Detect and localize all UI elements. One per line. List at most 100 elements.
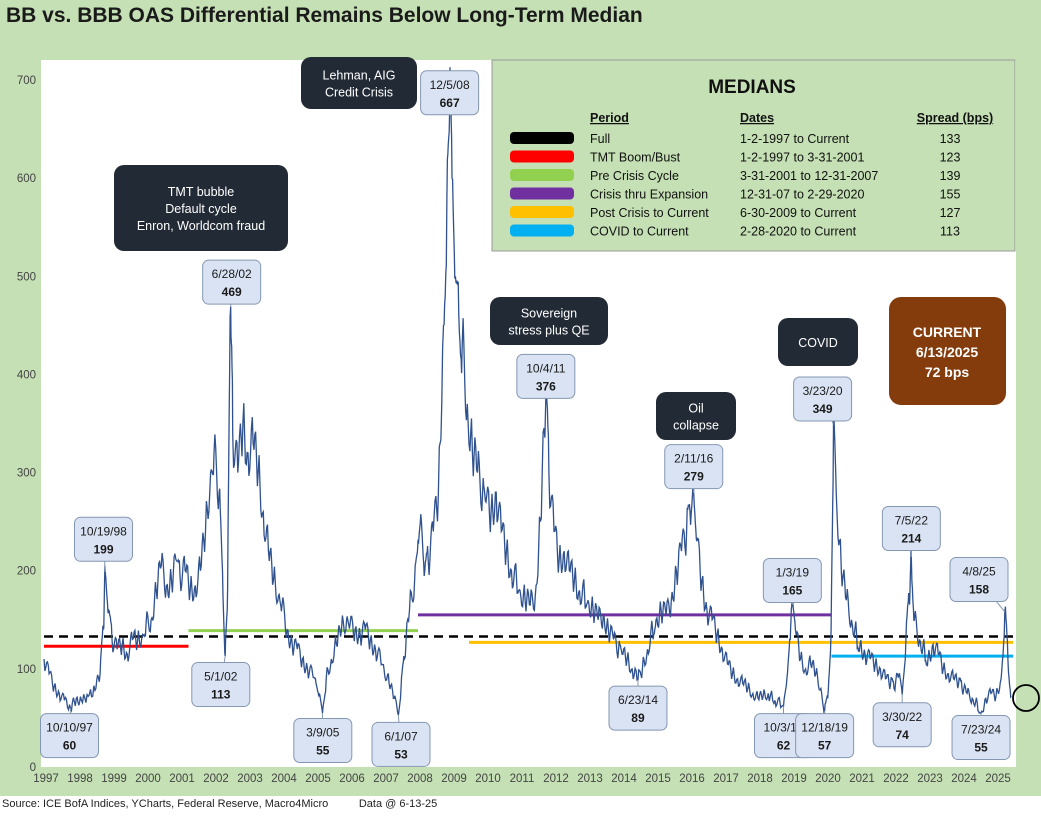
annotation-label: 10/4/11 376 bbox=[516, 353, 576, 399]
annotation-value: 349 bbox=[813, 402, 833, 416]
legend-dates: 1-2-1997 to Current bbox=[740, 132, 850, 146]
x-tick-label: 2025 bbox=[985, 773, 1011, 785]
legend-box bbox=[491, 59, 1016, 252]
x-tick-label: 2024 bbox=[951, 773, 977, 785]
legend-dates: 12-31-07 to 2-29-2020 bbox=[740, 188, 864, 202]
y-tick-label: 600 bbox=[17, 173, 36, 185]
callout-text: Default cycle bbox=[165, 202, 237, 216]
callout-text: Oil bbox=[688, 402, 703, 416]
x-tick-label: 2016 bbox=[679, 773, 705, 785]
legend-spread: 113 bbox=[940, 225, 960, 239]
y-tick-label: 100 bbox=[17, 664, 36, 676]
source-footer: Source: ICE BofA Indices, YCharts, Feder… bbox=[2, 798, 438, 810]
callout-text: Lehman, AIG bbox=[323, 69, 396, 83]
x-tick-label: 2012 bbox=[543, 773, 569, 785]
legend-period: COVID to Current bbox=[590, 225, 689, 239]
x-tick-label: 2004 bbox=[271, 773, 297, 785]
annotation-label: 3/23/20 349 bbox=[793, 376, 853, 425]
chart-title: BB vs. BBB OAS Differential Remains Belo… bbox=[6, 4, 643, 27]
x-tick-label: 2017 bbox=[713, 773, 739, 785]
x-tick-label: 2001 bbox=[169, 773, 195, 785]
annotation-value: 199 bbox=[93, 542, 113, 556]
annotation-date: 4/8/25 bbox=[962, 565, 996, 579]
annotation-date: 12/18/19 bbox=[801, 721, 848, 735]
y-tick-label: 200 bbox=[17, 566, 36, 578]
event-callout: Oil collapse bbox=[656, 392, 736, 440]
x-tick-label: 1997 bbox=[33, 773, 59, 785]
annotation-date: 3/9/05 bbox=[306, 726, 340, 740]
legend-period: Pre Crisis Cycle bbox=[590, 169, 679, 183]
legend-spread: 123 bbox=[940, 151, 961, 165]
legend-swatch bbox=[510, 169, 574, 181]
callouts: TMT bubble Default cycle Enron, Worldcom f… bbox=[114, 57, 858, 440]
legend-header: Spread (bps) bbox=[917, 111, 993, 125]
y-tick-label: 400 bbox=[17, 369, 36, 381]
annotation-date: 6/1/07 bbox=[384, 729, 418, 743]
annotation-label: 1/3/19 165 bbox=[762, 558, 822, 606]
event-callout: TMT bubble Default cycle Enron, Worldcom f… bbox=[114, 165, 288, 251]
legend-dates: 6-30-2009 to Current bbox=[740, 206, 857, 220]
annotation-date: 10/3/18 bbox=[763, 721, 803, 735]
legend-period: Post Crisis to Current bbox=[590, 206, 709, 220]
annotation-date: 10/19/98 bbox=[80, 524, 127, 538]
annotation-date: 6/23/14 bbox=[618, 693, 658, 707]
chart-svg: 0 100 200 300 400 500 600 700 1997 1998 1999 2000 20… bbox=[17, 57, 1040, 785]
annotation-value: 279 bbox=[684, 470, 704, 484]
annotation-date: 10/4/11 bbox=[526, 361, 565, 375]
annotation-value: 158 bbox=[969, 583, 989, 597]
y-tick-label: 300 bbox=[17, 468, 36, 480]
y-tick-label: 700 bbox=[17, 75, 36, 87]
legend-swatch bbox=[510, 224, 574, 237]
legend-swatch bbox=[510, 206, 574, 218]
annotation-value: 62 bbox=[777, 739, 791, 753]
x-tick-label: 2023 bbox=[917, 773, 943, 785]
x-tick-label: 2008 bbox=[407, 773, 433, 785]
annotation-label: 7/23/24 55 bbox=[951, 713, 1011, 761]
annotation-value: 89 bbox=[631, 711, 645, 725]
annotation-value: 53 bbox=[394, 747, 408, 761]
annotation-value: 57 bbox=[818, 739, 832, 753]
legend-spread: 127 bbox=[940, 206, 961, 220]
medians-legend: MEDIANS Period Dates Spread (bps) Full 1-2-19… bbox=[491, 59, 1016, 252]
callout-text: COVID bbox=[798, 336, 838, 350]
annotation-value: 55 bbox=[316, 744, 330, 758]
current-text: 6/13/2025 bbox=[916, 344, 978, 360]
annotation-date: 7/23/24 bbox=[961, 723, 1001, 737]
x-tick-label: 2015 bbox=[645, 773, 671, 785]
legend-spread: 133 bbox=[940, 132, 961, 146]
x-tick-label: 2010 bbox=[475, 773, 501, 785]
current-text: CURRENT bbox=[913, 324, 982, 340]
x-tick-label: 2018 bbox=[747, 773, 773, 785]
annotation-label: 10/19/98 199 bbox=[74, 516, 133, 572]
annotation-date: 12/5/08 bbox=[430, 78, 470, 92]
legend-swatch bbox=[510, 150, 574, 163]
legend-period: TMT Boom/Bust bbox=[590, 151, 681, 165]
annotation-value: 55 bbox=[974, 741, 988, 755]
legend-dates: 1-2-1997 to 3-31-2001 bbox=[740, 151, 864, 165]
annotations: 10/10/97 60 10/19/98 199 6/28/02 469 5/1/02 113… bbox=[40, 70, 1011, 767]
legend-spread: 155 bbox=[940, 188, 961, 202]
x-tick-label: 1998 bbox=[67, 773, 93, 785]
annotation-date: 1/3/19 bbox=[776, 566, 810, 580]
current-marker-circle bbox=[1012, 684, 1040, 712]
event-callout: Sovereign stress plus QE bbox=[490, 297, 608, 345]
current-box: CURRENT 6/13/2025 72 bps bbox=[889, 297, 1006, 405]
callout-text: stress plus QE bbox=[508, 324, 589, 338]
annotation-value: 74 bbox=[895, 728, 909, 742]
callout-text: Credit Crisis bbox=[325, 86, 393, 100]
x-tick-label: 2000 bbox=[135, 773, 161, 785]
annotation-date: 3/23/20 bbox=[803, 384, 843, 398]
legend-spread: 139 bbox=[940, 169, 961, 183]
annotation-label: 3/30/22 74 bbox=[872, 694, 932, 748]
annotation-date: 10/10/97 bbox=[46, 721, 93, 735]
legend-dates: 2-28-2020 to Current bbox=[740, 225, 857, 239]
callout-text: Enron, Worldcom fraud bbox=[137, 219, 265, 233]
annotation-date: 5/1/02 bbox=[204, 670, 238, 684]
x-tick-label: 2009 bbox=[441, 773, 467, 785]
legend-header: Period bbox=[590, 111, 629, 125]
annotation-label: 6/1/07 53 bbox=[371, 714, 431, 767]
annotation-label: 6/28/02 469 bbox=[202, 259, 262, 307]
annotation-date: 7/5/22 bbox=[895, 514, 929, 528]
y-tick-label: 500 bbox=[17, 271, 36, 283]
callout-text: TMT bubble bbox=[168, 185, 235, 199]
